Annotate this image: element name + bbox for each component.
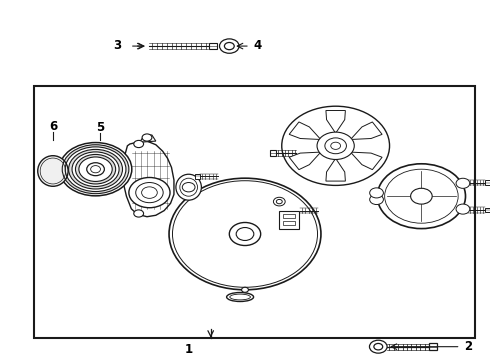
Circle shape xyxy=(229,222,261,246)
Circle shape xyxy=(456,178,470,188)
Bar xyxy=(270,150,276,156)
Polygon shape xyxy=(350,152,382,170)
Bar xyxy=(283,221,295,225)
Text: 3: 3 xyxy=(114,39,122,51)
Circle shape xyxy=(374,343,383,350)
Ellipse shape xyxy=(38,156,68,186)
Circle shape xyxy=(317,132,354,159)
Polygon shape xyxy=(350,122,382,140)
Circle shape xyxy=(220,39,239,53)
Circle shape xyxy=(411,188,432,204)
Bar xyxy=(429,343,437,350)
Circle shape xyxy=(224,42,234,50)
Bar xyxy=(485,208,490,212)
Polygon shape xyxy=(289,122,321,140)
Circle shape xyxy=(59,143,132,196)
Bar xyxy=(279,211,299,229)
Circle shape xyxy=(377,164,466,229)
Polygon shape xyxy=(326,111,345,133)
Bar xyxy=(34,86,475,338)
Circle shape xyxy=(369,340,387,353)
Circle shape xyxy=(169,178,321,290)
Circle shape xyxy=(369,194,383,204)
Polygon shape xyxy=(289,152,321,170)
Circle shape xyxy=(242,287,248,292)
Ellipse shape xyxy=(176,174,201,200)
Circle shape xyxy=(134,140,144,148)
Circle shape xyxy=(276,199,282,204)
Polygon shape xyxy=(140,135,156,142)
Bar xyxy=(209,43,217,49)
Bar xyxy=(195,174,200,179)
Polygon shape xyxy=(326,158,345,181)
Text: 1: 1 xyxy=(185,343,193,356)
Circle shape xyxy=(142,134,152,141)
Text: 6: 6 xyxy=(49,120,57,133)
Polygon shape xyxy=(122,141,174,217)
Text: 2: 2 xyxy=(464,340,472,353)
Ellipse shape xyxy=(226,292,254,302)
Text: 5: 5 xyxy=(97,121,104,134)
Circle shape xyxy=(282,106,390,185)
Bar xyxy=(485,180,490,185)
Text: 4: 4 xyxy=(253,39,261,51)
Circle shape xyxy=(87,163,104,176)
Circle shape xyxy=(369,188,383,198)
Circle shape xyxy=(134,210,144,217)
Bar xyxy=(283,214,295,218)
Circle shape xyxy=(456,204,470,214)
Circle shape xyxy=(273,197,285,206)
Circle shape xyxy=(129,177,170,208)
